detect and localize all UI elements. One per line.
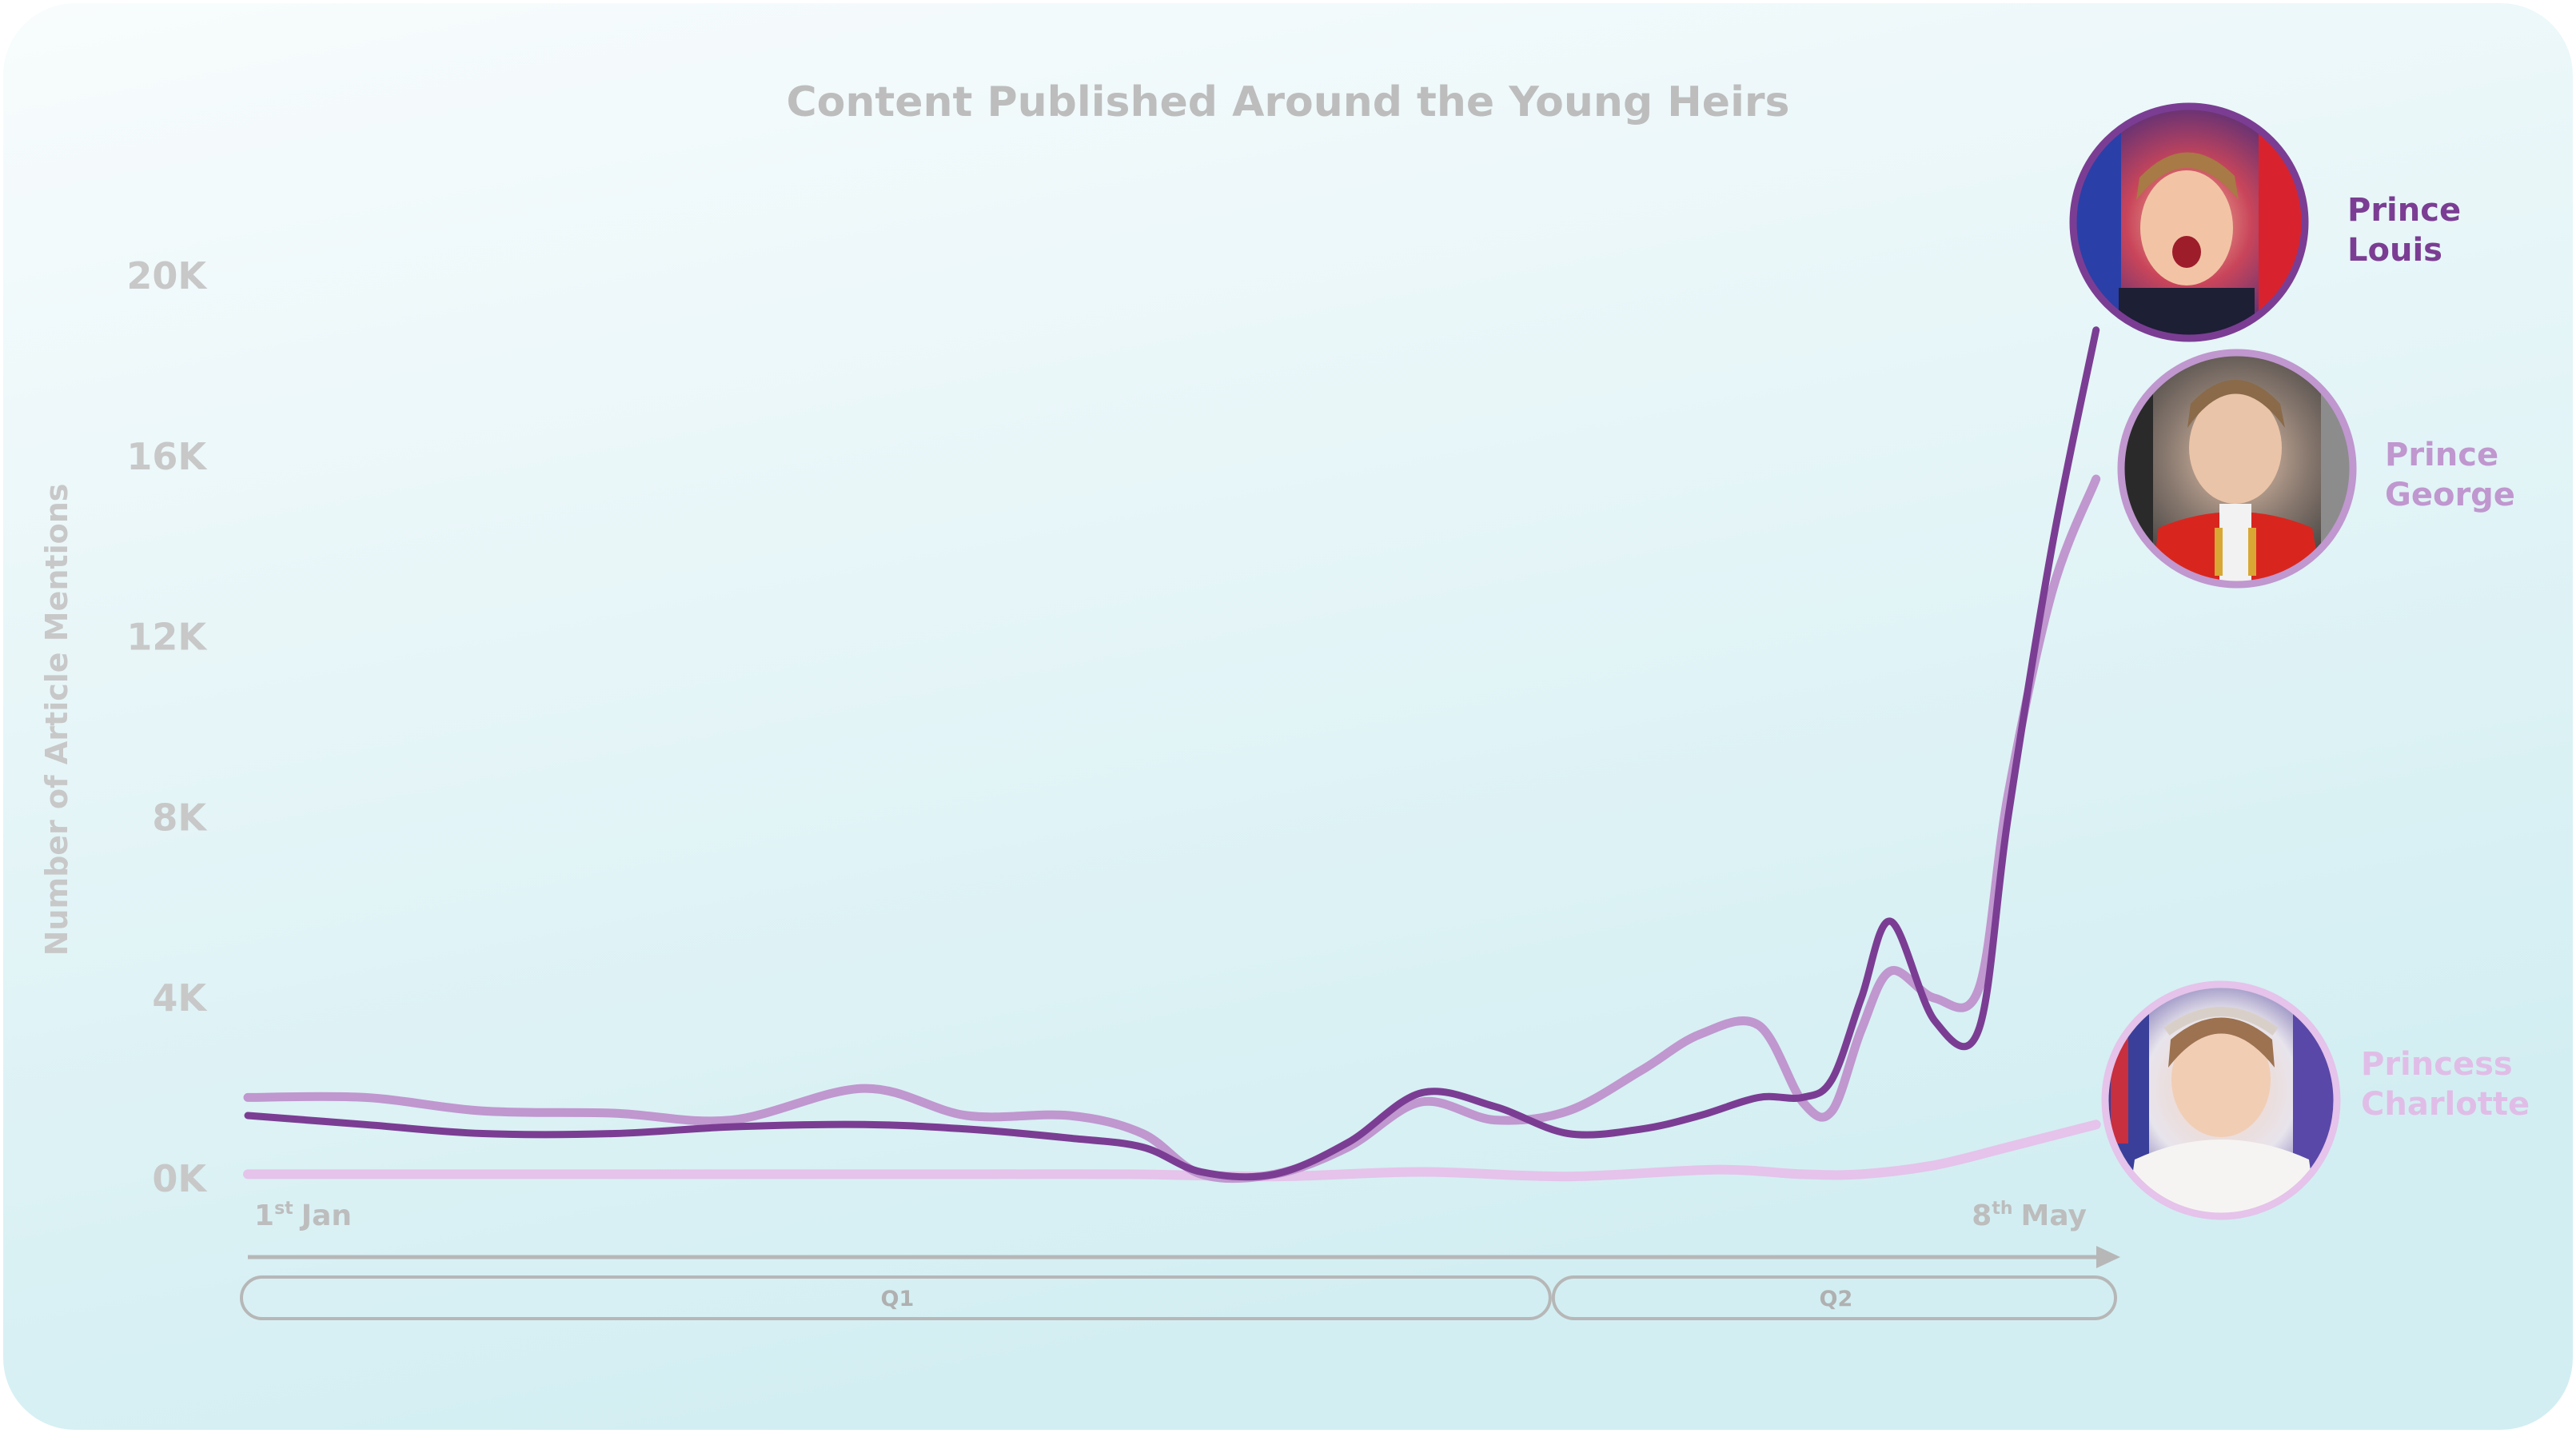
legend-prince-george: Prince George xyxy=(2385,437,2515,513)
time-arrow-head xyxy=(2096,1246,2120,1268)
legend-princess-charlotte-line1: Princess xyxy=(2361,1046,2513,1083)
legend-prince-louis-line1: Prince xyxy=(2347,192,2461,229)
series-line-prince-louis xyxy=(244,326,2100,1181)
quarter-label-q1: Q1 xyxy=(881,1287,915,1311)
princess-charlotte-photo xyxy=(2101,980,2341,1220)
prince-george-photo xyxy=(2117,349,2357,589)
x-end-label: 8th May xyxy=(1972,1199,2087,1232)
card-background xyxy=(3,3,2573,1430)
legend-prince-george-line1: Prince xyxy=(2385,437,2498,473)
y-tick-labels: 0K 4K 8K 12K 16K 20K xyxy=(126,254,208,1200)
y-tick-label: 16K xyxy=(126,435,208,478)
x-start-label: 1st Jan xyxy=(254,1199,352,1232)
quarter-bands: Q1 Q2 xyxy=(240,1275,2117,1320)
y-tick-label: 0K xyxy=(152,1157,208,1200)
legend-princess-charlotte-line2: Charlotte xyxy=(2361,1086,2530,1123)
quarter-label-q2: Q2 xyxy=(1820,1287,1853,1311)
legend-prince-george-line2: George xyxy=(2385,477,2515,513)
quarter-band-q2 xyxy=(1551,1275,2117,1320)
quarter-band-q1 xyxy=(240,1275,1552,1320)
x-start-month: Jan xyxy=(299,1199,352,1232)
series-line-prince-george xyxy=(243,474,2101,1184)
chart-title: Content Published Around the Young Heirs xyxy=(787,78,1790,126)
x-end-month: May xyxy=(2021,1199,2087,1232)
x-start-day: 1 xyxy=(254,1199,274,1232)
x-end-day: 8 xyxy=(1972,1199,1992,1232)
y-tick-label: 8K xyxy=(152,796,208,839)
legend-princess-charlotte: Princess Charlotte xyxy=(2361,1046,2530,1123)
y-tick-label: 4K xyxy=(152,976,208,1020)
x-end-suffix: th xyxy=(1992,1199,2012,1219)
y-axis-label: Number of Article Mentions xyxy=(39,484,74,956)
y-tick-label: 20K xyxy=(126,254,208,297)
y-tick-label: 12K xyxy=(126,616,208,659)
x-start-suffix: st xyxy=(274,1199,293,1219)
legend-prince-louis: Prince Louis xyxy=(2347,192,2472,269)
legend-prince-louis-line2: Louis xyxy=(2347,232,2442,269)
series-lines xyxy=(243,326,2101,1184)
